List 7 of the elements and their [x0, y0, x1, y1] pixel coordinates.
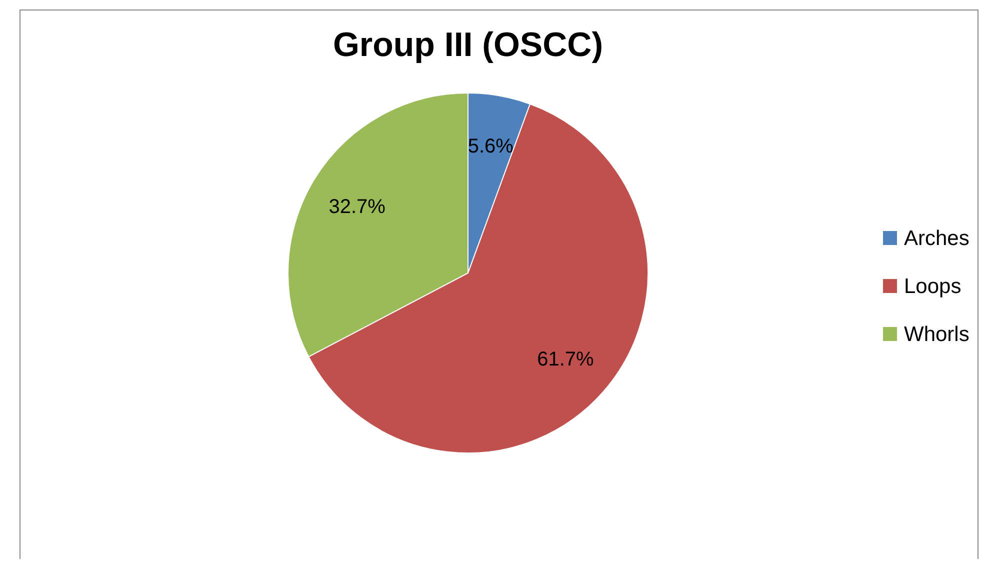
- legend-label: Arches: [904, 227, 970, 250]
- legend-label: Whorls: [904, 323, 970, 346]
- data-label: 5.6%: [468, 135, 514, 158]
- legend-label: Loops: [904, 275, 962, 298]
- chart-title: Group III (OSCC): [332, 26, 604, 64]
- data-label: 61.7%: [537, 348, 594, 370]
- data-label: 32.7%: [328, 196, 386, 218]
